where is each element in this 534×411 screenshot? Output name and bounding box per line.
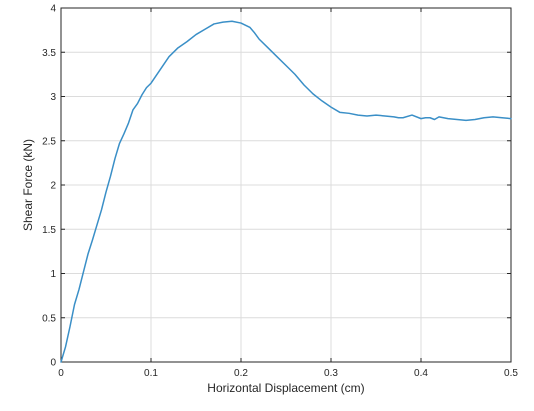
x-tick-label: 0.1: [144, 368, 158, 379]
y-tick-label: 3: [50, 92, 56, 103]
y-tick-label: 1: [50, 269, 56, 280]
x-tick-label: 0: [58, 368, 64, 379]
y-tick-label: 0.5: [42, 313, 56, 324]
x-tick-label: 0.4: [414, 368, 428, 379]
x-tick-label: 0.3: [324, 368, 338, 379]
x-axis-ticks: 0 0.1 0.2 0.3 0.4 0.5: [58, 8, 518, 379]
series-line: [60, 20, 512, 363]
y-tick-label: 0: [50, 358, 56, 369]
y-axis-ticks: 0 0.5 1 1.5 2 2.5 3 3.5 4: [42, 4, 511, 369]
y-axis-label: Shear Force (kN): [21, 139, 35, 231]
y-tick-label: 2.5: [42, 136, 56, 147]
y-tick-label: 4: [50, 4, 56, 15]
y-tick-label: 3.5: [42, 48, 56, 59]
y-tick-label: 1.5: [42, 225, 56, 236]
x-tick-label: 0.5: [504, 368, 518, 379]
y-tick-label: 2: [50, 181, 56, 192]
x-tick-label: 0.2: [234, 368, 248, 379]
x-axis-label: Horizontal Displacement (cm): [207, 381, 364, 395]
